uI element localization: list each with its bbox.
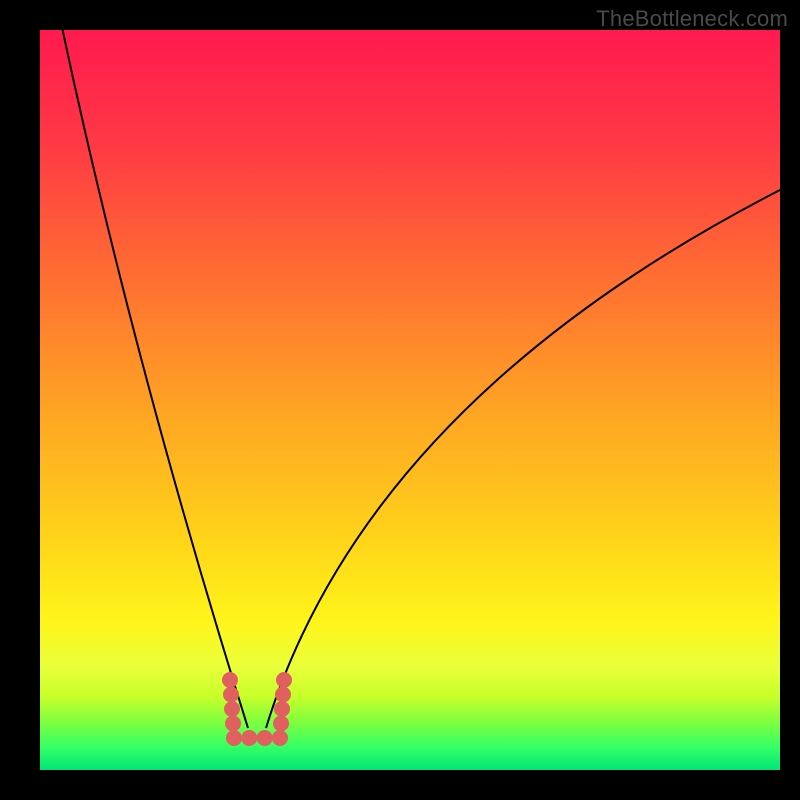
watermark-label: TheBottleneck.com <box>596 6 788 32</box>
plot-background <box>40 30 780 770</box>
chart-stage: TheBottleneck.com <box>0 0 800 800</box>
